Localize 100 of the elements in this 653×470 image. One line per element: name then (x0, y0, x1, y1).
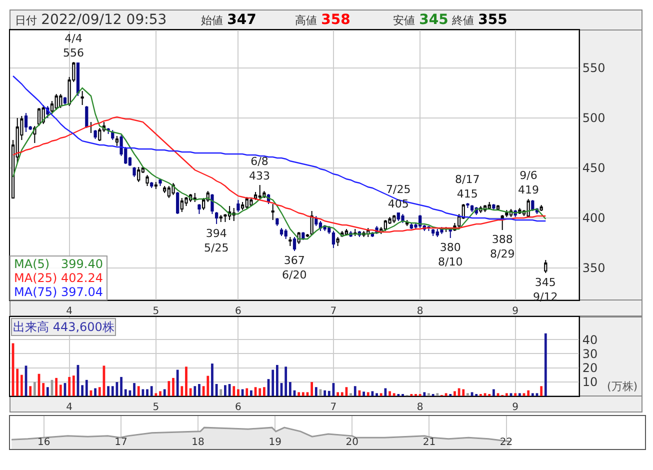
bar (72, 376, 75, 396)
candlestick (94, 130, 97, 140)
bar (137, 386, 140, 396)
candlestick (176, 192, 180, 214)
y-tick-label: 40 (582, 332, 598, 347)
y-tick-label: 350 (582, 261, 606, 276)
candlestick (132, 166, 136, 178)
bar (194, 386, 196, 396)
annotation: 397.04 (61, 285, 103, 299)
bar (124, 389, 127, 396)
bar (150, 386, 153, 396)
bar (185, 366, 188, 396)
text: MA(25) (14, 271, 58, 285)
bar (189, 388, 192, 396)
y-tick-label: 30 (582, 346, 598, 361)
bar (168, 381, 170, 396)
annotation: 388 8/29 (490, 233, 515, 260)
candlestick (336, 236, 340, 246)
candlestick (24, 112, 28, 132)
bar (55, 378, 58, 396)
y-tick-label: 500 (582, 111, 606, 126)
bar (284, 366, 288, 396)
bar (85, 380, 88, 396)
bar (224, 385, 226, 396)
x-tick-label: 21 (422, 437, 436, 448)
y-tick-label: 20 (582, 360, 598, 375)
candlestick (470, 204, 474, 212)
bar (336, 392, 339, 396)
x-tick-label: 6 (235, 306, 242, 317)
annotation: 6/8 433 (249, 155, 270, 182)
bar (258, 388, 262, 396)
bar (288, 382, 292, 396)
bar (428, 393, 430, 396)
bar (42, 383, 45, 396)
annotation: 367 6/20 (282, 254, 307, 282)
x-tick-label: 20 (346, 437, 359, 448)
bar (120, 376, 122, 396)
annotation: 7/25 405 (386, 183, 411, 210)
bar (107, 386, 110, 396)
candlestick (332, 230, 336, 248)
bar (263, 387, 266, 396)
bar (388, 391, 391, 396)
candlestick (432, 228, 435, 236)
bar (237, 389, 240, 396)
line-series (12, 75, 546, 222)
x-tick-label: 9 (512, 306, 519, 317)
bar (59, 384, 62, 396)
text: MA(5) (14, 257, 50, 271)
bar (310, 382, 314, 396)
bar (29, 386, 32, 396)
annotation: 402.24 (61, 271, 103, 285)
candlestick (505, 210, 508, 218)
bar (492, 389, 495, 396)
bar (392, 393, 396, 396)
candlestick (115, 136, 119, 146)
bar (250, 390, 252, 396)
bar (505, 393, 508, 396)
candlestick (276, 218, 279, 226)
bar (159, 391, 162, 396)
x-tick-label: 9 (512, 402, 519, 413)
bar (466, 393, 469, 396)
annotation: 345 9/12 (533, 276, 558, 304)
x-tick-label: 19 (268, 437, 282, 448)
candlestick (488, 202, 491, 210)
text: 終値 355 (451, 12, 508, 28)
annotation: 399.40 (61, 257, 103, 271)
bar (527, 390, 530, 396)
bar (81, 385, 84, 396)
x-tick-label: 5 (152, 306, 160, 317)
bar (518, 393, 521, 396)
annotation: 4/4 556 (63, 32, 84, 60)
bar (380, 393, 382, 396)
bar (98, 387, 101, 396)
bar (154, 393, 158, 396)
bar (423, 392, 426, 396)
candlestick (401, 214, 404, 224)
y-tick-label: 450 (582, 161, 606, 176)
candlestick (292, 236, 296, 252)
bar (68, 376, 71, 396)
candlestick (106, 128, 110, 134)
bar (350, 393, 352, 396)
bar (514, 393, 517, 396)
y-tick-label: 550 (582, 61, 606, 76)
text: 日付 2022/09/12 09:53 (15, 12, 167, 28)
candlestick (310, 210, 314, 236)
bar (246, 388, 248, 396)
bar (354, 386, 356, 396)
candlestick (540, 204, 543, 212)
bar (362, 392, 365, 396)
x-tick-label: 8 (416, 306, 424, 317)
candlestick (37, 108, 41, 126)
bar (340, 392, 344, 396)
x-tick-label: 7 (330, 306, 337, 317)
candlestick (158, 178, 162, 186)
bar (302, 392, 304, 396)
bar (220, 389, 222, 396)
annotation: 9/6 419 (518, 169, 539, 196)
bar (163, 389, 166, 396)
bar (180, 386, 184, 396)
annotation: 8/17 415 (455, 173, 480, 200)
